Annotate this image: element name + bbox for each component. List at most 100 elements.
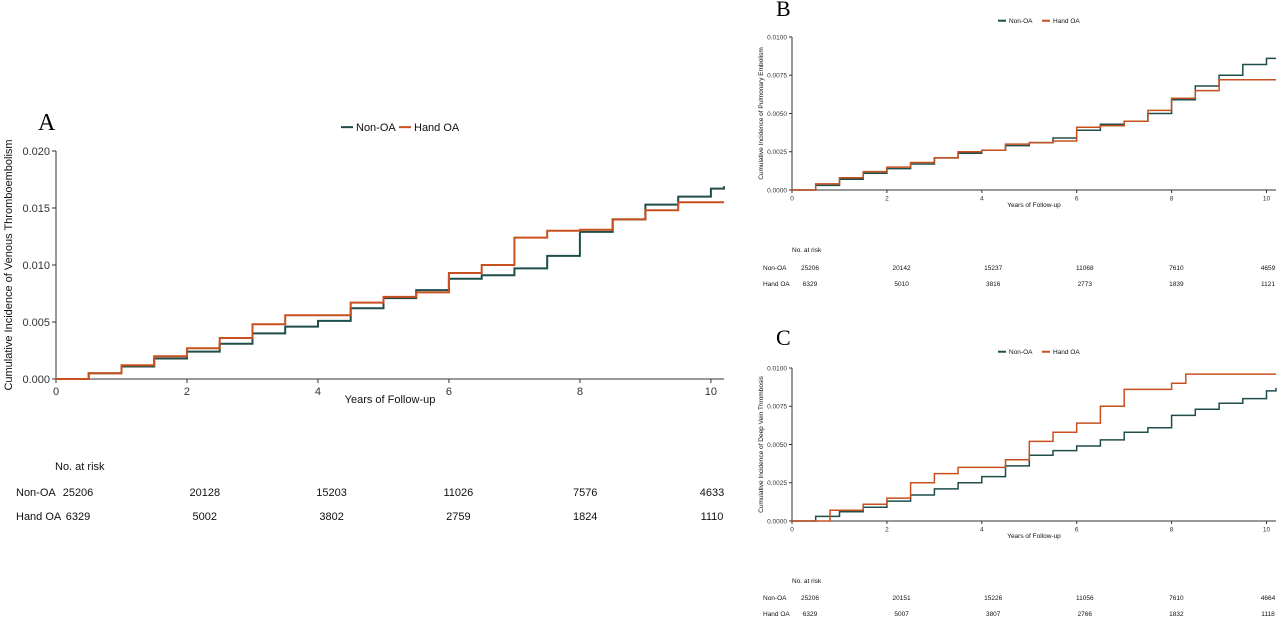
x-tick-label: 8 — [1170, 527, 1174, 534]
y-tick-label: 0.015 — [22, 203, 50, 215]
y-tick-label: 0.0075 — [767, 73, 787, 80]
risk-table-cell: 2759 — [446, 511, 470, 523]
series-line-non-oa — [792, 387, 1277, 522]
risk-table-row-label: Non-OA — [763, 595, 787, 602]
y-axis-title: Cumulative Incidence of Venous Thromboem… — [3, 139, 15, 390]
risk-table-cell: 7610 — [1169, 265, 1184, 272]
risk-table-cell: 15203 — [316, 487, 347, 499]
x-tick-label: 6 — [1075, 527, 1079, 534]
risk-table-cell: 4633 — [700, 487, 724, 499]
series-line-non-oa — [792, 57, 1276, 191]
y-tick-label: 0.0050 — [767, 442, 787, 449]
y-tick-label: 0.0000 — [767, 187, 787, 194]
risk-table-cell: 1110 — [701, 511, 724, 523]
risk-table-row-label: Non-OA — [763, 265, 787, 272]
risk-table-cell: 6329 — [803, 611, 818, 618]
x-tick-label: 2 — [184, 386, 190, 398]
risk-table-cell: 3816 — [986, 281, 1001, 288]
x-axis-title: Years of Follow-up — [1007, 533, 1061, 540]
risk-table-cell: 11056 — [1076, 595, 1094, 602]
chart-panel-a: A 0.000 0.005 0.010 0.015 0.020 0 2 4 6 8 10 Years o… — [3, 110, 725, 523]
risk-table-cell: 20128 — [190, 487, 221, 499]
risk-table-cell: 1118 — [1261, 611, 1275, 618]
risk-table-title: No. at risk — [792, 247, 822, 254]
legend-label: Hand OA — [1053, 349, 1080, 356]
x-tick-label: 4 — [980, 196, 984, 203]
x-axis-title: Years of Follow-up — [1007, 202, 1061, 209]
x-tick-label: 0 — [790, 196, 794, 203]
x-tick-label: 0 — [790, 527, 794, 534]
y-axis-title: Cumulative Incidence of Pulmonary Emboli… — [758, 47, 765, 180]
risk-table-cell: 7610 — [1169, 595, 1184, 602]
y-tick-label: 0.0050 — [767, 111, 787, 118]
risk-table-cell: 25206 — [63, 487, 94, 499]
panel-letter: B — [776, 0, 791, 21]
y-tick-label: 0.0000 — [767, 518, 787, 525]
x-tick-label: 8 — [1170, 196, 1174, 203]
risk-table-cell: 25206 — [801, 595, 819, 602]
x-tick-label: 0 — [53, 386, 59, 398]
x-tick-label: 4 — [980, 527, 984, 534]
risk-table-cell: 11068 — [1076, 265, 1094, 272]
risk-table-cell: 6329 — [66, 511, 90, 523]
risk-table-cell: 7576 — [573, 487, 597, 499]
x-tick-label: 4 — [315, 386, 321, 398]
risk-table-cell: 20151 — [893, 595, 911, 602]
chart-panel-c: C 0.0000 0.0025 0.0050 0.0075 0.0100 0 2 4 6 8 10 Ye… — [758, 325, 1277, 618]
risk-table-cell: 11026 — [444, 487, 474, 499]
legend-label: Non-OA — [1009, 349, 1033, 356]
risk-table-cell: 4659 — [1261, 265, 1276, 272]
risk-table-cell: 15226 — [984, 595, 1002, 602]
y-tick-label: 0.0075 — [767, 404, 787, 411]
risk-table-cell: 1121 — [1261, 281, 1275, 288]
y-tick-label: 0.010 — [22, 260, 50, 272]
risk-table-row-label: Hand OA — [16, 511, 62, 523]
risk-table-row-label: Hand OA — [763, 281, 790, 288]
risk-table-cell: 1824 — [573, 511, 597, 523]
legend-label: Hand OA — [1053, 18, 1080, 25]
legend-label: Non-OA — [1009, 18, 1033, 25]
y-tick-label: 0.0100 — [767, 34, 787, 41]
y-tick-label: 0.0025 — [767, 149, 787, 156]
risk-table-cell: 1839 — [1169, 281, 1184, 288]
x-tick-label: 10 — [1263, 527, 1271, 534]
y-tick-label: 0.0025 — [767, 480, 787, 487]
y-tick-label: 0.020 — [22, 146, 50, 158]
legend-label: Non-OA — [356, 122, 396, 134]
x-tick-label: 2 — [885, 196, 889, 203]
chart-panel-b: B 0.0000 0.0025 0.0050 0.0075 0.0100 0 2 4 6 8 10 Ye… — [758, 0, 1276, 288]
panel-letter: A — [38, 110, 56, 136]
y-axis-title: Cumulative Incidence of Deep Vein Thromb… — [758, 375, 765, 513]
risk-table-cell: 5010 — [894, 281, 909, 288]
x-tick-label: 6 — [1075, 196, 1079, 203]
y-tick-label: 0.005 — [22, 317, 50, 329]
y-tick-label: 0.000 — [22, 374, 50, 386]
risk-table-cell: 5002 — [193, 511, 217, 523]
risk-table-row-label: Non-OA — [16, 487, 56, 499]
risk-table-cell: 2773 — [1078, 281, 1093, 288]
y-tick-label: 0.0100 — [767, 365, 787, 372]
series-line-hand-oa — [792, 79, 1276, 191]
x-tick-label: 10 — [1263, 196, 1271, 203]
risk-table-cell: 3807 — [986, 611, 1001, 618]
risk-table-title: No. at risk — [792, 578, 822, 585]
risk-table-cell: 2766 — [1078, 611, 1093, 618]
x-tick-label: 6 — [446, 386, 452, 398]
risk-table-cell: 25206 — [801, 265, 819, 272]
risk-table-cell: 1832 — [1169, 611, 1184, 618]
risk-table-cell: 4664 — [1261, 595, 1276, 602]
risk-table-row-label: Hand OA — [763, 611, 790, 618]
series-line-hand-oa — [792, 373, 1276, 522]
panel-letter: C — [776, 325, 791, 350]
series-line-non-oa — [56, 186, 725, 380]
risk-table-cell: 20142 — [893, 265, 911, 272]
series-line-hand-oa — [56, 201, 724, 380]
x-tick-label: 8 — [577, 386, 583, 398]
legend-label: Hand OA — [414, 122, 460, 134]
risk-table-cell: 3802 — [319, 511, 343, 523]
risk-table-cell: 6329 — [803, 281, 818, 288]
risk-table-title: No. at risk — [55, 461, 105, 473]
risk-table-cell: 15237 — [984, 265, 1002, 272]
x-tick-label: 10 — [705, 386, 717, 398]
